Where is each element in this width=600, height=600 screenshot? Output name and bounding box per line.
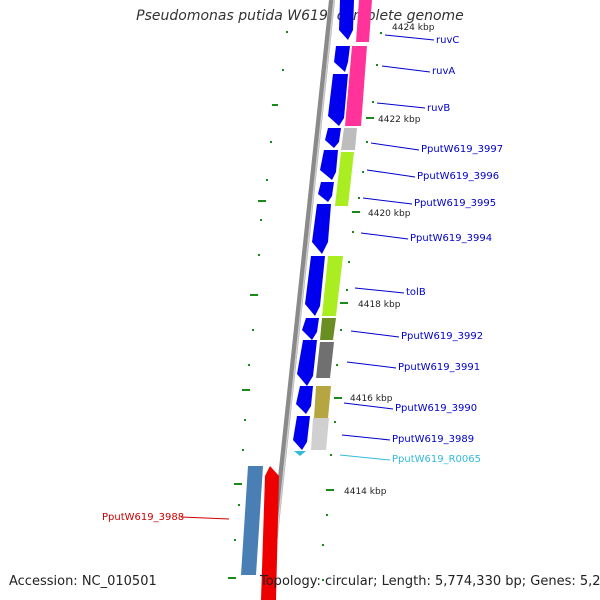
accession-text: Accession: NC_010501: [9, 574, 157, 589]
category-block: [311, 418, 329, 450]
gene-label-PputW619-3988[interactable]: PputW619_3988: [102, 512, 184, 523]
gene-arrow-PputW619-3994[interactable]: [312, 204, 331, 254]
gene-label-PputW619-3996[interactable]: PputW619_3996: [417, 171, 499, 182]
trna-arrow-PputW619-R0065[interactable]: [294, 451, 306, 456]
label-leader-lines: [180, 34, 435, 520]
outer-tick-ring: [228, 31, 288, 579]
gene-category-blocks: [311, 0, 372, 450]
kbp-position-labels: 4424 kbp 4422 kbp 4420 kbp 4418 kbp 4416…: [344, 23, 435, 497]
gene-label-ruvC[interactable]: ruvC: [436, 35, 459, 46]
gene-label-ruvB[interactable]: ruvB: [427, 103, 450, 114]
kbp-label: 4422 kbp: [378, 115, 421, 125]
gene-arrow-PputW619-3997[interactable]: [325, 128, 341, 148]
gene-arrow-PputW619-3989[interactable]: [293, 416, 310, 450]
gene-label-PputW619-3991[interactable]: PputW619_3991: [398, 362, 480, 373]
kbp-label: 4416 kbp: [350, 394, 393, 404]
gene-label-ruvA[interactable]: ruvA: [432, 66, 455, 77]
genome-backbone-highlight: [269, 0, 335, 600]
gene-labels: ruvC ruvA ruvB PputW619_3997 PputW619_39…: [102, 35, 503, 523]
gene-label-PputW619-3992[interactable]: PputW619_3992: [401, 331, 483, 342]
gene-arrow-PputW619-3992[interactable]: [302, 318, 319, 340]
category-block: [341, 128, 357, 150]
category-block: [322, 256, 343, 316]
gene-arrow-PputW619-3991[interactable]: [297, 340, 317, 386]
gene-arrow-PputW619-3988[interactable]: [261, 466, 279, 600]
forward-strand-genes: [293, 0, 354, 456]
genome-summary-text: Topology: circular; Length: 5,774,330 bp…: [260, 574, 600, 589]
kbp-label: 4418 kbp: [358, 300, 401, 310]
gene-arrow-PputW619-3995[interactable]: [318, 182, 334, 202]
category-block: [316, 342, 334, 378]
category-block: [345, 46, 367, 126]
category-block: [320, 318, 336, 340]
gene-arrow-PputW619-3990[interactable]: [296, 386, 313, 414]
gene-label-PputW619-3990[interactable]: PputW619_3990: [395, 403, 477, 414]
genome-backbone: [265, 0, 335, 600]
gene-arrow-ruvB[interactable]: [328, 74, 348, 126]
gene-label-PputW619-3997[interactable]: PputW619_3997: [421, 144, 503, 155]
gene-label-tolB[interactable]: tolB: [406, 287, 426, 298]
category-block: [335, 152, 354, 206]
gene-label-PputW619-R0065[interactable]: PputW619_R0065: [392, 454, 481, 465]
gene-label-PputW619-3995[interactable]: PputW619_3995: [414, 198, 496, 209]
gene-arrow-PputW619-3996[interactable]: [320, 150, 338, 180]
gene-label-PputW619-3989[interactable]: PputW619_3989: [392, 434, 474, 445]
gene-arrow-ruvA[interactable]: [334, 46, 350, 72]
gene-arrow-tolB[interactable]: [305, 256, 325, 316]
kbp-label: 4414 kbp: [344, 487, 387, 497]
category-block-steel: [241, 466, 263, 575]
gene-label-PputW619-3994[interactable]: PputW619_3994: [410, 233, 492, 244]
inner-tick-ring: [322, 32, 382, 581]
gene-arrow-ruvC[interactable]: [339, 0, 354, 40]
kbp-label: 4420 kbp: [368, 209, 411, 219]
category-block: [356, 0, 372, 42]
reverse-strand-genes: [241, 466, 279, 600]
kbp-label: 4424 kbp: [392, 23, 435, 33]
genome-title: Pseudomonas putida W619, complete genome: [136, 8, 464, 24]
category-block: [314, 386, 331, 418]
